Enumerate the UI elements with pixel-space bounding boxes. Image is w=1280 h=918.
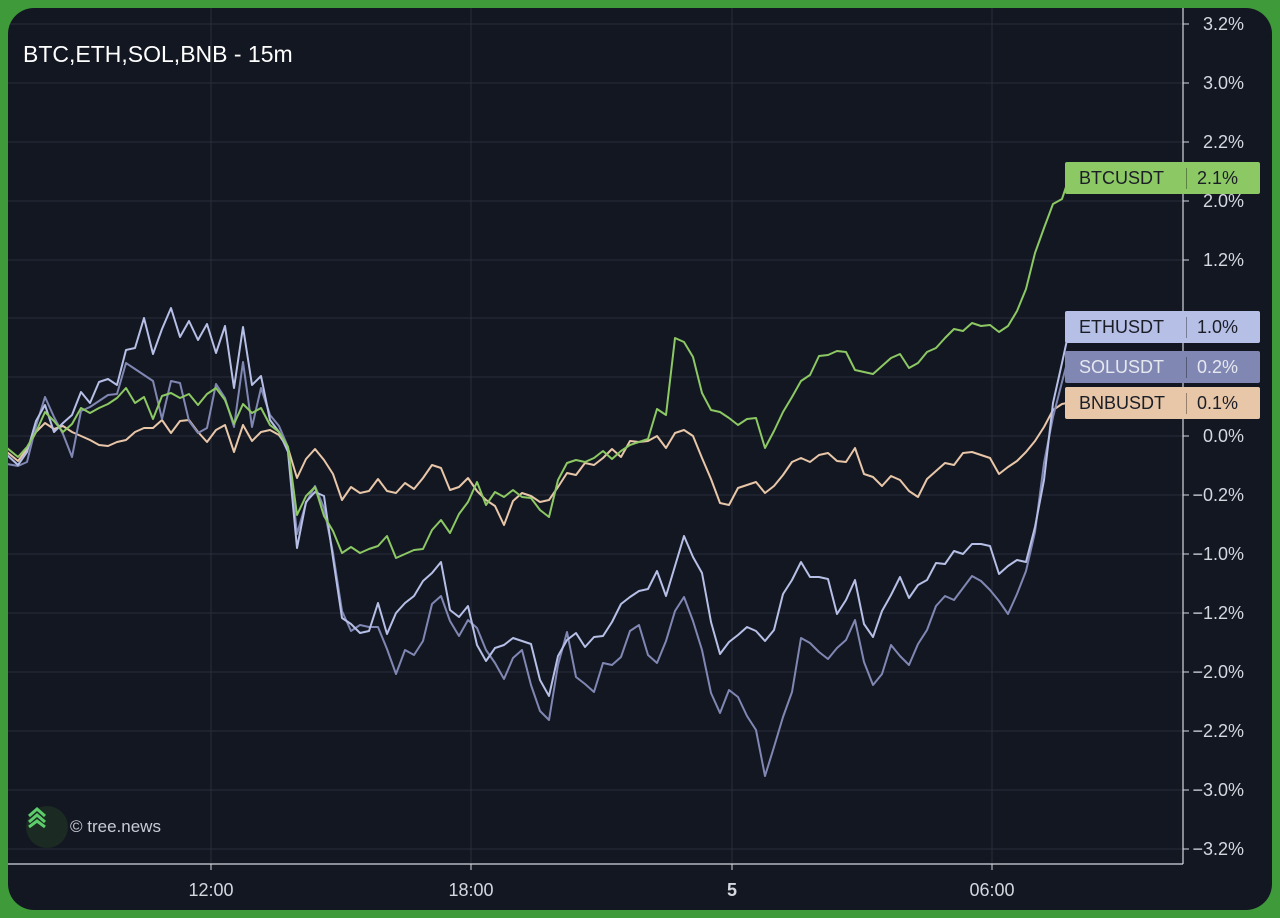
tag-ethusdt: ETHUSDT 1.0% [1065, 311, 1260, 343]
tag-bnbusdt: BNBUSDT 0.1% [1065, 387, 1260, 419]
y-tick-label: 3.2% [1203, 14, 1244, 34]
y-tick-label: −2.0% [1192, 662, 1244, 682]
chevrons-up-icon [28, 807, 46, 828]
chart-title: BTC,ETH,SOL,BNB - 15m [23, 41, 293, 67]
tag-btcusdt: BTCUSDT 2.1% [1065, 162, 1260, 194]
x-tick-label: 12:00 [188, 880, 233, 900]
y-tick-label: 0.0% [1203, 426, 1244, 446]
series-line-bnbusdt [8, 402, 1068, 526]
tree-news-logo [26, 806, 68, 848]
y-tick-label: −1.2% [1192, 603, 1244, 623]
chart-frame: 3.2% 3.0% 2.2% 2.0% 1.2% 1.0% 0.2% 0.0% −0.2% −1.… [8, 8, 1272, 910]
grid [8, 8, 1183, 864]
tag-name: ETHUSDT [1079, 316, 1164, 337]
y-tick-label: −2.2% [1192, 721, 1244, 741]
tag-name: SOLUSDT [1079, 356, 1165, 377]
tag-value: 1.0% [1186, 316, 1238, 338]
tag-value: 2.1% [1186, 167, 1238, 189]
x-tick-label: 5 [727, 880, 737, 900]
chart-svg: 3.2% 3.0% 2.2% 2.0% 1.2% 1.0% 0.2% 0.0% −0.2% −1.… [8, 8, 1244, 900]
y-tick-label: −3.0% [1192, 780, 1244, 800]
tag-value: 0.1% [1186, 392, 1238, 414]
y-tick-label: 2.2% [1203, 132, 1244, 152]
watermark-text: © tree.news [70, 817, 161, 836]
tag-value: 0.2% [1186, 356, 1238, 378]
axes: 3.2% 3.0% 2.2% 2.0% 1.2% 1.0% 0.2% 0.0% −0.2% −1.… [8, 8, 1244, 900]
y-tick-label: −0.2% [1192, 485, 1244, 505]
y-tick-label: −1.0% [1192, 544, 1244, 564]
y-tick-label: 1.2% [1203, 250, 1244, 270]
y-tick-label: 3.0% [1203, 73, 1244, 93]
series-line-solusdt [8, 361, 1068, 777]
x-tick-label: 18:00 [448, 880, 493, 900]
tag-solusdt: SOLUSDT 0.2% [1065, 351, 1260, 383]
tag-name: BNBUSDT [1079, 392, 1166, 413]
y-tick-label: 2.0% [1203, 191, 1244, 211]
series-line-btcusdt [8, 183, 1068, 559]
x-tick-label: 06:00 [969, 880, 1014, 900]
watermark: © tree.news [26, 806, 161, 848]
y-tick-label: −3.2% [1192, 839, 1244, 859]
tag-name: BTCUSDT [1079, 167, 1164, 188]
series-line-ethusdt [8, 307, 1068, 697]
series-lines [8, 183, 1068, 777]
